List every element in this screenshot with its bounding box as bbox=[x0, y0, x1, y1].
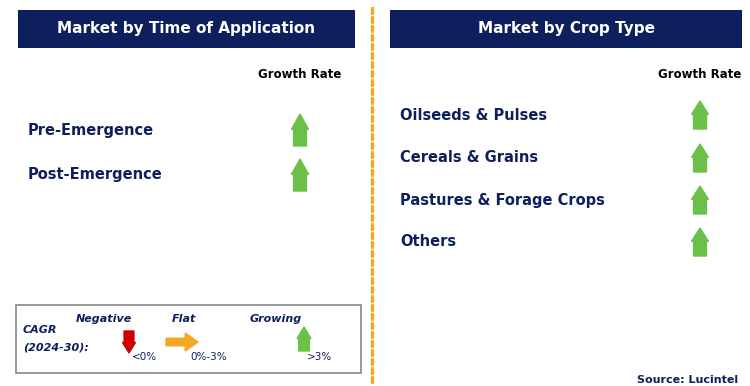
Text: <0%: <0% bbox=[131, 352, 157, 362]
Polygon shape bbox=[166, 333, 198, 351]
Polygon shape bbox=[122, 331, 136, 353]
Text: Growth Rate: Growth Rate bbox=[258, 68, 342, 81]
Polygon shape bbox=[692, 186, 709, 214]
Text: (2024-30):: (2024-30): bbox=[23, 342, 88, 352]
Text: Flat: Flat bbox=[172, 314, 196, 324]
Polygon shape bbox=[692, 101, 709, 129]
Polygon shape bbox=[692, 228, 709, 256]
Text: Source: Lucintel: Source: Lucintel bbox=[637, 375, 738, 385]
Polygon shape bbox=[292, 159, 308, 191]
Text: Negative: Negative bbox=[76, 314, 132, 324]
Polygon shape bbox=[692, 144, 709, 172]
Polygon shape bbox=[292, 114, 308, 146]
Text: 0%-3%: 0%-3% bbox=[190, 352, 227, 362]
Text: Post-Emergence: Post-Emergence bbox=[28, 168, 163, 183]
FancyBboxPatch shape bbox=[390, 10, 742, 48]
Text: Pastures & Forage Crops: Pastures & Forage Crops bbox=[400, 193, 604, 208]
Text: Market by Crop Type: Market by Crop Type bbox=[478, 22, 655, 37]
Text: CAGR: CAGR bbox=[23, 325, 58, 335]
Text: Market by Time of Application: Market by Time of Application bbox=[58, 22, 316, 37]
FancyBboxPatch shape bbox=[16, 305, 361, 373]
Text: Growing: Growing bbox=[250, 314, 302, 324]
Text: Others: Others bbox=[400, 235, 456, 249]
Text: Cereals & Grains: Cereals & Grains bbox=[400, 151, 538, 166]
Text: Pre-Emergence: Pre-Emergence bbox=[28, 122, 154, 137]
FancyBboxPatch shape bbox=[18, 10, 355, 48]
Text: Oilseeds & Pulses: Oilseeds & Pulses bbox=[400, 107, 547, 122]
Text: Growth Rate: Growth Rate bbox=[658, 68, 742, 81]
Polygon shape bbox=[297, 327, 311, 351]
Text: >3%: >3% bbox=[306, 352, 332, 362]
